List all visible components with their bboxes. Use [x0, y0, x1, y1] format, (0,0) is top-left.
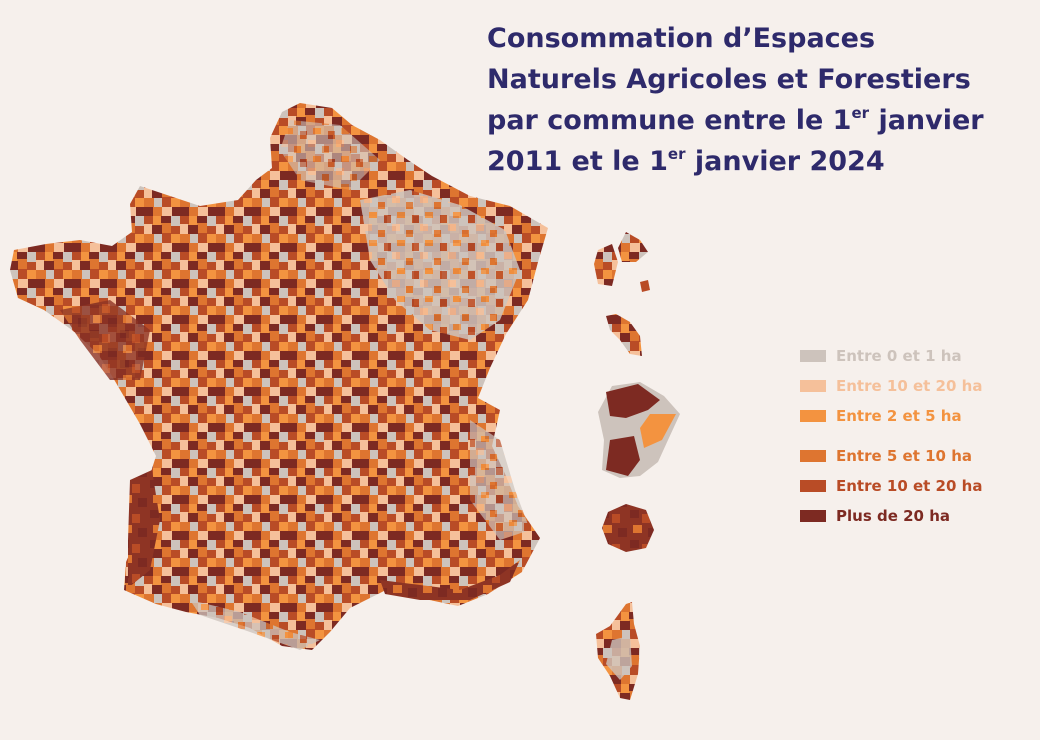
metropole-shape — [10, 103, 548, 650]
metropole-east-low-zone — [360, 190, 520, 340]
legend-label: Entre 10 et 20 ha — [836, 477, 983, 495]
legend-swatch — [800, 450, 826, 462]
legend-label: Plus de 20 ha — [836, 507, 950, 525]
title-line-2: Naturels Agricoles et Forestiers — [487, 64, 971, 95]
martinique-shape — [606, 314, 642, 356]
legend-swatch — [800, 350, 826, 362]
map-title: Consommation d’Espaces Naturels Agricole… — [487, 18, 1027, 182]
guadeloupe-marie-galante — [640, 280, 650, 292]
title-line-4-sup: er — [667, 145, 686, 163]
legend-swatch — [800, 380, 826, 392]
legend-label: Entre 0 et 1 ha — [836, 347, 962, 365]
territory-metropole — [10, 103, 548, 650]
territory-guyane — [598, 382, 680, 478]
legend-label: Entre 2 et 5 ha — [836, 407, 962, 425]
legend-label: Entre 5 et 10 ha — [836, 447, 973, 465]
title-line-3b: janvier — [869, 105, 984, 136]
legend-item: Entre 0 et 1 ha — [800, 341, 982, 371]
title-line-3a: par commune entre le 1 — [487, 105, 852, 136]
territory-reunion — [602, 504, 654, 552]
legend-item: Plus de 20 ha — [800, 501, 982, 531]
title-line-3-sup: er — [851, 104, 870, 122]
guadeloupe-grande-terre — [618, 232, 648, 262]
legend-label: Entre 10 et 20 ha — [836, 377, 983, 395]
legend-item: Entre 10 et 20 ha — [800, 371, 982, 401]
metropole-med-coast-high-zone — [380, 560, 520, 600]
guadeloupe-basse-terre — [594, 244, 618, 286]
title-line-4b: janvier 2024 — [685, 146, 885, 177]
metropole-west-high-zone — [60, 300, 150, 380]
map-legend: Entre 0 et 1 ha Entre 10 et 20 ha Entre … — [800, 341, 982, 531]
guyane-east-medium — [640, 414, 676, 448]
corse-low-zone — [606, 636, 632, 680]
legend-item: Entre 10 et 20 ha — [800, 471, 982, 501]
legend-swatch — [800, 410, 826, 422]
metropole-north-low-zone — [280, 120, 380, 190]
title-line-1: Consommation d’Espaces — [487, 23, 876, 54]
territory-corse — [596, 602, 640, 700]
legend-item: Entre 5 et 10 ha — [800, 441, 982, 471]
metropole-alps-low-zone — [470, 420, 530, 540]
reunion-shape — [602, 504, 654, 552]
title-line-4a: 2011 et le 1 — [487, 146, 668, 177]
legend-swatch — [800, 480, 826, 492]
legend-swatch — [800, 510, 826, 522]
territory-guadeloupe — [594, 232, 650, 292]
guyane-coast-high — [606, 384, 660, 418]
metropole-landes-high-zone — [128, 470, 160, 588]
metropole-pyrenees-low-zone — [190, 600, 320, 650]
guyane-south-high — [606, 436, 640, 476]
territory-martinique — [606, 314, 642, 356]
legend-item: Entre 2 et 5 ha — [800, 401, 982, 431]
